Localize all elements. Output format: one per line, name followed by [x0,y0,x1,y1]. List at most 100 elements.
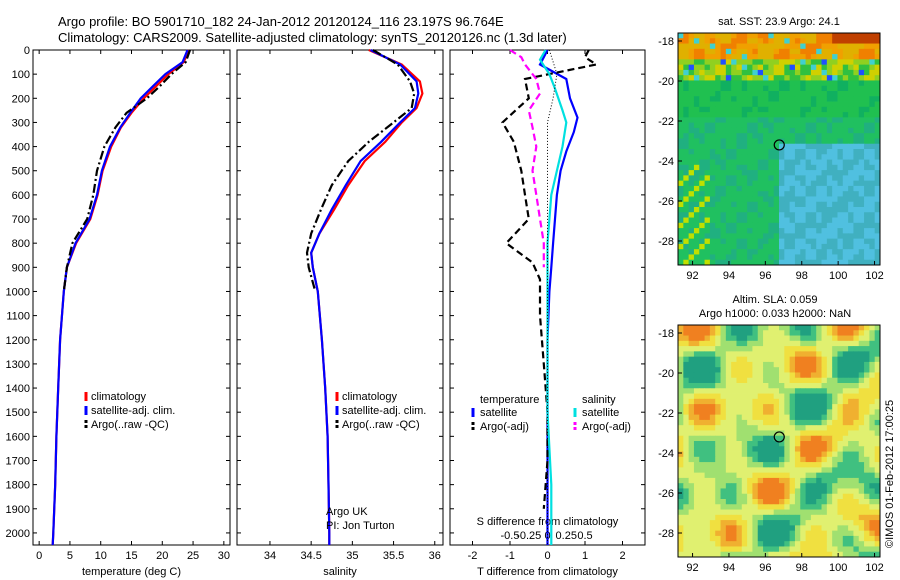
map-cell [683,335,690,342]
map-cell [757,393,764,400]
map-cell [821,228,828,234]
map-cell [731,346,737,352]
map-cell [789,335,796,342]
map-cell [853,249,860,255]
map-cell [864,525,870,532]
map-cell [731,106,737,113]
map-cell [704,54,711,60]
map-cell [805,462,812,468]
map-cell [773,520,780,526]
map-cell [869,259,876,266]
map-cell [683,383,690,389]
map-cell [752,96,759,102]
map-cell [763,38,769,44]
map-cell [763,233,769,240]
map-cell [869,356,876,363]
map-cell [725,367,732,373]
map-cell [683,493,690,500]
map-cell [858,149,865,155]
map-cell [720,367,727,373]
map-cell [848,59,854,66]
map-cell [741,546,748,553]
map-cell [848,180,854,187]
map-cell [837,254,844,261]
map-cell [741,138,748,145]
map-cell [773,541,780,547]
map-cell [709,446,716,452]
map-cell [837,217,844,224]
map-cell [810,138,817,145]
map-cell [709,361,716,368]
map-cell [688,122,695,129]
map-cell [773,361,780,368]
map-cell [715,106,721,113]
map-cell [869,383,876,389]
map-cell [752,149,759,155]
map-cell [821,361,828,368]
map-cell [715,80,721,87]
map-cell [768,451,775,458]
map-cell [725,101,732,108]
map-cell [741,175,748,182]
map-cell [842,238,849,245]
map-cell [725,530,732,537]
map-cell [725,138,732,145]
map-cell [709,228,716,234]
map-cell [736,222,743,229]
map-cell [704,409,711,416]
diff-legend-label: satellite [582,407,619,419]
map-cell [688,48,695,55]
map-cell [773,367,780,373]
map-cell [869,191,876,197]
map-cell [773,170,780,176]
map-cell [731,509,737,516]
map-cell [779,388,785,394]
map-cell [763,504,769,510]
map-cell [693,551,700,558]
map-cell [768,80,775,87]
map-cell [693,488,700,495]
map-cell [678,91,684,97]
map-cell [763,196,769,203]
map-cell [810,377,817,384]
map-cell [789,201,796,208]
map-cell [757,435,764,442]
map-cell [752,546,759,553]
map-cell [720,80,727,87]
map-cell [773,243,780,250]
map-cell [779,96,785,102]
map-cell [731,499,737,505]
map-cell [709,541,716,547]
map-cell [678,133,684,139]
map-cell [715,467,721,474]
map-cell [731,456,737,463]
map-cell [821,388,828,394]
map-cell [688,154,695,160]
map-cell [816,217,822,224]
map-cell [715,356,721,363]
map-cell [837,509,844,516]
map-cell [826,377,833,384]
map-cell [779,170,785,176]
map-cell [683,393,690,400]
map-cell [874,201,881,208]
map-cell [826,372,833,379]
map-cell [800,535,806,542]
map-cell [800,398,806,405]
map-cell [837,238,844,245]
map-cell [832,254,838,261]
map-cell [789,456,796,463]
map-cell [699,340,705,347]
map-cell [864,520,870,526]
map-cell [752,488,759,495]
map-cell [693,541,700,547]
map-cell [848,535,854,542]
map-cell [869,201,876,208]
map-cell [869,346,876,352]
map-cell [752,69,759,76]
map-cell [773,499,780,505]
map-cell [842,64,849,71]
map-cell [848,75,854,81]
map-cell [848,414,854,421]
map-cell [810,430,817,437]
